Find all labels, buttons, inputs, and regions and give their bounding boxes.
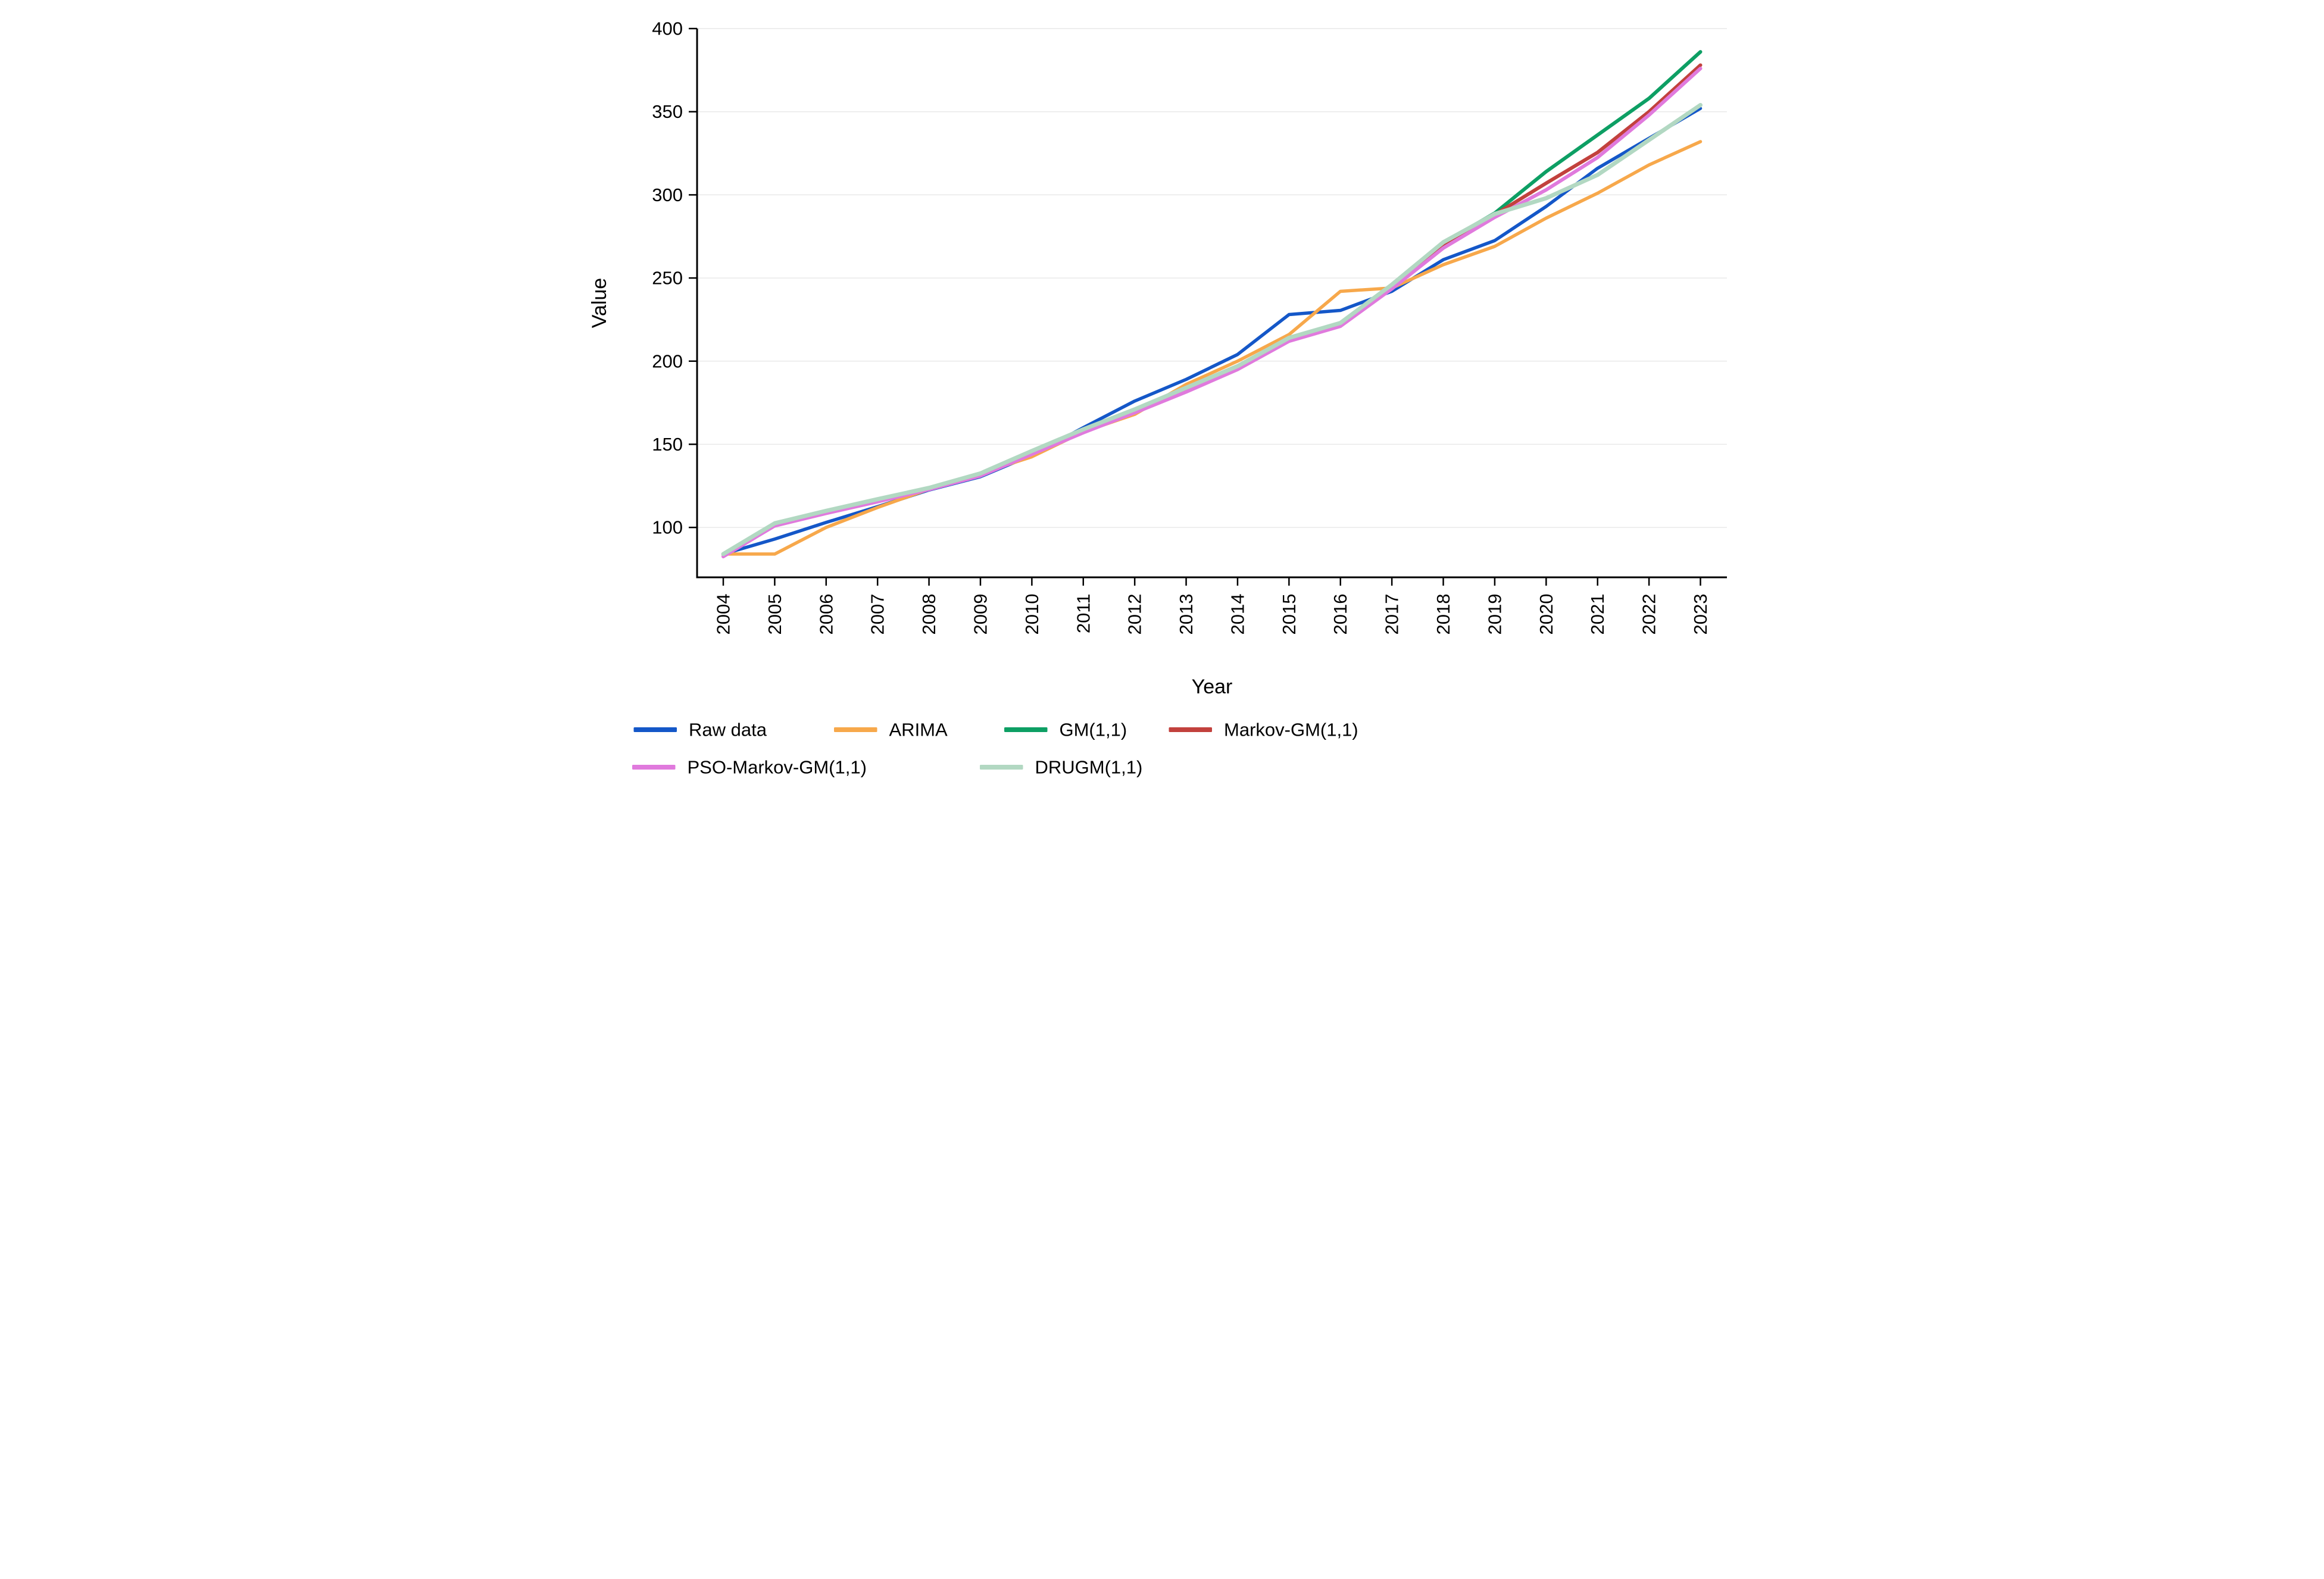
legend: Raw data ARIMA GM(1,1) Markov-GM(1,1) PSO-Ma… <box>632 720 1358 778</box>
legend-swatch-6 <box>980 765 1023 770</box>
xtick-label-2020: 2020 <box>1536 594 1557 635</box>
ytick-label-400: 400 <box>652 18 683 39</box>
xtick-label-2011: 2011 <box>1073 594 1094 634</box>
xtick-label-2019: 2019 <box>1484 594 1505 635</box>
ytick-label-350: 350 <box>652 101 683 122</box>
legend-swatch-2 <box>834 727 877 732</box>
x-axis-tick-labels: 2004 2005 2006 2007 2008 2009 2010 2011 2012 2013… <box>713 594 1711 635</box>
series-line-drugm-1-1- <box>721 103 1703 556</box>
axes <box>689 27 1727 586</box>
xtick-label-2022: 2022 <box>1639 594 1660 635</box>
gridlines <box>697 28 1727 528</box>
xtick-label-2010: 2010 <box>1022 594 1042 635</box>
ytick-label-100: 100 <box>652 517 683 538</box>
xtick-label-2017: 2017 <box>1382 594 1402 635</box>
y-axis-title: Value <box>588 278 611 328</box>
xtick-label-2016: 2016 <box>1330 594 1351 635</box>
ytick-label-300: 300 <box>652 185 683 205</box>
series-line-markov-gm-1-1- <box>721 63 1703 557</box>
xtick-label-2007: 2007 <box>867 594 888 635</box>
series-line-raw-data <box>721 107 1703 556</box>
y-axis-tick-labels: 100 150 200 250 300 350 400 <box>652 18 683 538</box>
series-line-gm-1-1- <box>721 50 1703 556</box>
legend-swatch-3 <box>1004 727 1048 732</box>
series-line-pso-markov-gm-1-1- <box>721 67 1703 559</box>
ytick-label-200: 200 <box>652 351 683 371</box>
xtick-label-2023: 2023 <box>1690 594 1711 635</box>
legend-swatch-5 <box>632 765 676 770</box>
xtick-label-2013: 2013 <box>1176 594 1197 635</box>
xtick-label-2012: 2012 <box>1124 594 1145 635</box>
xtick-label-2014: 2014 <box>1227 594 1248 635</box>
ytick-label-150: 150 <box>652 434 683 455</box>
xtick-label-2005: 2005 <box>764 594 785 635</box>
xtick-label-2018: 2018 <box>1433 594 1454 635</box>
legend-swatch-1 <box>633 727 677 732</box>
legend-label-6: DRUGM(1,1) <box>1035 757 1143 778</box>
ytick-label-250: 250 <box>652 268 683 289</box>
xtick-label-2006: 2006 <box>816 594 836 635</box>
legend-label-2: ARIMA <box>889 720 948 740</box>
x-axis-title: Year <box>1192 676 1233 698</box>
line-chart: 100 150 200 250 300 350 400 2004 2005 2006 2007 20… <box>581 0 1743 790</box>
series-line-arima <box>721 140 1703 556</box>
xtick-label-2004: 2004 <box>713 594 734 635</box>
legend-label-4: Markov-GM(1,1) <box>1224 720 1358 740</box>
xtick-label-2008: 2008 <box>919 594 939 635</box>
legend-label-1: Raw data <box>689 720 767 740</box>
legend-label-5: PSO-Markov-GM(1,1) <box>688 757 867 778</box>
xtick-label-2009: 2009 <box>970 594 991 635</box>
xtick-label-2021: 2021 <box>1587 594 1608 635</box>
legend-swatch-4 <box>1169 727 1212 732</box>
xtick-label-2015: 2015 <box>1279 594 1300 635</box>
legend-label-3: GM(1,1) <box>1060 720 1127 740</box>
series-lines <box>721 50 1703 559</box>
